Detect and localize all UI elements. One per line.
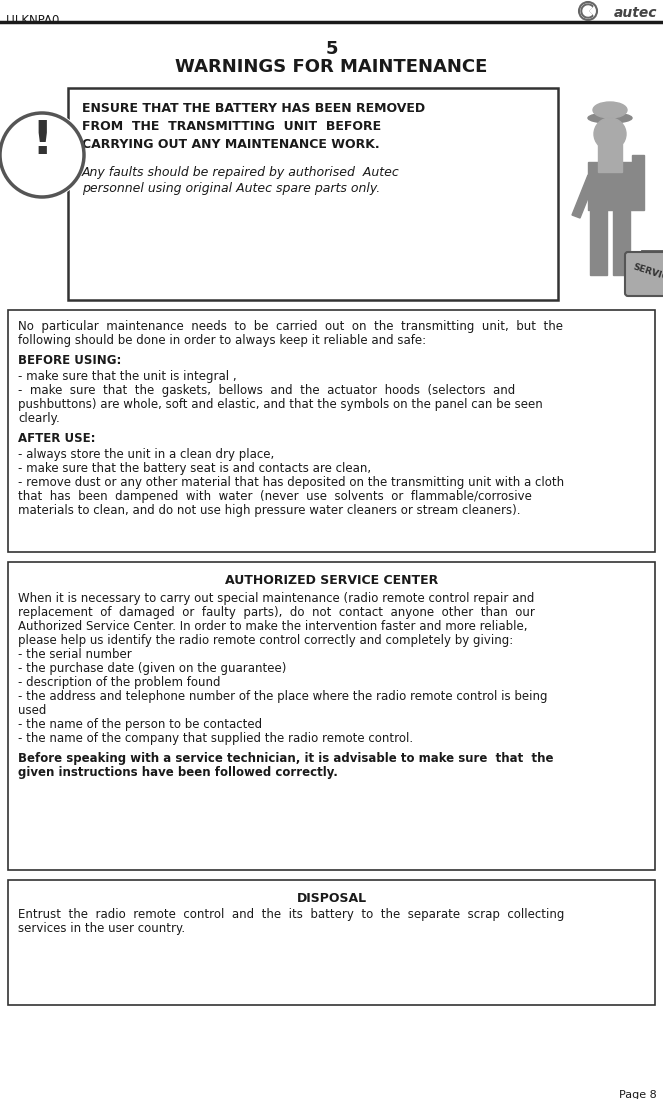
FancyBboxPatch shape [590, 210, 607, 275]
Text: - description of the problem found: - description of the problem found [18, 676, 221, 689]
Text: personnel using original Autec spare parts only.: personnel using original Autec spare par… [82, 182, 381, 195]
Text: ENSURE THAT THE BATTERY HAS BEEN REMOVED: ENSURE THAT THE BATTERY HAS BEEN REMOVED [82, 102, 425, 115]
Text: services in the user country.: services in the user country. [18, 922, 185, 935]
Text: - the name of the company that supplied the radio remote control.: - the name of the company that supplied … [18, 732, 413, 745]
Text: CARRYING OUT ANY MAINTENANCE WORK.: CARRYING OUT ANY MAINTENANCE WORK. [82, 138, 380, 151]
Text: - the purchase date (given on the guarantee): - the purchase date (given on the guaran… [18, 662, 286, 675]
Text: - make sure that the unit is integral ,: - make sure that the unit is integral , [18, 370, 237, 382]
Text: SERVICE: SERVICE [631, 263, 663, 284]
Text: AUTHORIZED SERVICE CENTER: AUTHORIZED SERVICE CENTER [225, 574, 438, 587]
Text: No  particular  maintenance  needs  to  be  carried  out  on  the  transmitting : No particular maintenance needs to be ca… [18, 320, 563, 333]
Text: Entrust  the  radio  remote  control  and  the  its  battery  to  the  separate : Entrust the radio remote control and the… [18, 908, 564, 921]
Text: that  has  been  dampened  with  water  (never  use  solvents  or  flammable/cor: that has been dampened with water (never… [18, 490, 532, 503]
FancyBboxPatch shape [613, 210, 630, 275]
Text: DISPOSAL: DISPOSAL [296, 892, 367, 904]
Text: - the name of the person to be contacted: - the name of the person to be contacted [18, 718, 262, 731]
Text: clearly.: clearly. [18, 412, 60, 425]
Circle shape [0, 111, 86, 199]
FancyBboxPatch shape [602, 152, 618, 162]
Circle shape [594, 118, 626, 149]
Text: used: used [18, 704, 46, 717]
Text: autec: autec [613, 5, 657, 20]
Text: -  make  sure  that  the  gaskets,  bellows  and  the  actuator  hoods  (selecto: - make sure that the gaskets, bellows an… [18, 384, 515, 397]
Wedge shape [581, 4, 593, 18]
Text: !: ! [31, 119, 53, 164]
Text: Authorized Service Center. In order to make the intervention faster and more rel: Authorized Service Center. In order to m… [18, 620, 528, 633]
Text: pushbuttons) are whole, soft and elastic, and that the symbols on the panel can : pushbuttons) are whole, soft and elastic… [18, 398, 543, 411]
Text: - always store the unit in a clean dry place,: - always store the unit in a clean dry p… [18, 448, 274, 460]
FancyBboxPatch shape [598, 144, 622, 173]
Text: - remove dust or any other material that has deposited on the transmitting unit : - remove dust or any other material that… [18, 476, 564, 489]
FancyBboxPatch shape [8, 310, 655, 552]
Text: materials to clean, and do not use high pressure water cleaners or stream cleane: materials to clean, and do not use high … [18, 504, 520, 517]
Text: Before speaking with a service technician, it is advisable to make sure  that  t: Before speaking with a service technicia… [18, 752, 554, 765]
Text: Any faults should be repaired by authorised  Autec: Any faults should be repaired by authori… [82, 166, 400, 179]
Text: WARNINGS FOR MAINTENANCE: WARNINGS FOR MAINTENANCE [175, 58, 488, 76]
Text: - make sure that the battery seat is and contacts are clean,: - make sure that the battery seat is and… [18, 462, 371, 475]
Polygon shape [572, 175, 596, 218]
Ellipse shape [593, 102, 627, 118]
FancyBboxPatch shape [625, 252, 663, 296]
FancyBboxPatch shape [68, 88, 558, 300]
FancyBboxPatch shape [8, 562, 655, 870]
Text: following should be done in order to always keep it reliable and safe:: following should be done in order to alw… [18, 334, 426, 347]
Text: AFTER USE:: AFTER USE: [18, 432, 95, 445]
Text: please help us identify the radio remote control correctly and completely by giv: please help us identify the radio remote… [18, 634, 513, 647]
Text: given instructions have been followed correctly.: given instructions have been followed co… [18, 766, 338, 779]
Text: LILKNPA0: LILKNPA0 [6, 14, 60, 27]
Wedge shape [583, 5, 591, 16]
Text: - the serial number: - the serial number [18, 648, 132, 660]
Text: FROM  THE  TRANSMITTING  UNIT  BEFORE: FROM THE TRANSMITTING UNIT BEFORE [82, 120, 381, 133]
Text: - the address and telephone number of the place where the radio remote control i: - the address and telephone number of th… [18, 690, 548, 703]
Text: replacement  of  damaged  or  faulty  parts),  do  not  contact  anyone  other  : replacement of damaged or faulty parts),… [18, 606, 535, 619]
Text: When it is necessary to carry out special maintenance (radio remote control repa: When it is necessary to carry out specia… [18, 592, 534, 606]
FancyBboxPatch shape [632, 155, 644, 210]
Ellipse shape [588, 113, 632, 123]
FancyBboxPatch shape [8, 880, 655, 1004]
Text: BEFORE USING:: BEFORE USING: [18, 354, 121, 367]
FancyBboxPatch shape [588, 162, 632, 210]
Text: 5: 5 [326, 40, 337, 58]
Text: Page 8: Page 8 [619, 1090, 657, 1099]
